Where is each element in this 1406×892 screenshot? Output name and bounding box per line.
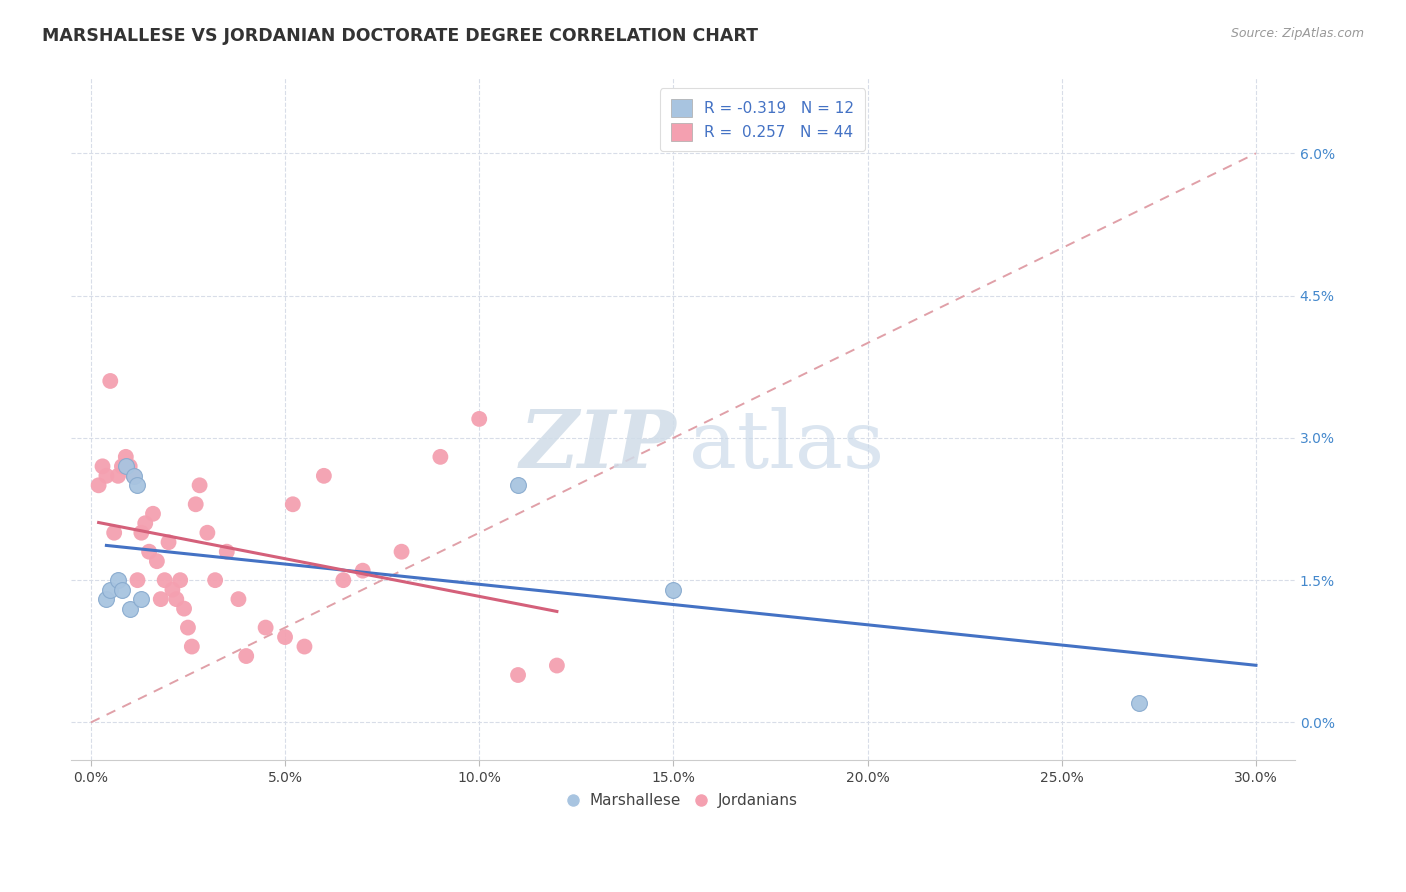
Text: atlas: atlas [689,408,884,485]
Point [332,573,354,587]
Point [352,564,374,578]
Point [146,554,169,568]
Point [391,545,413,559]
Point [111,582,134,597]
Point [546,658,568,673]
Legend: Marshallese, Jordanians: Marshallese, Jordanians [562,787,804,814]
Point [98,582,121,597]
Point [235,648,257,663]
Point [184,497,207,511]
Point [153,573,176,587]
Point [118,601,141,615]
Point [662,582,685,597]
Point [142,507,165,521]
Point [96,468,118,483]
Point [127,573,149,587]
Point [134,516,156,531]
Point [162,582,184,597]
Point [91,459,114,474]
Point [180,640,202,654]
Point [173,601,195,615]
Point [149,592,172,607]
Point [254,621,277,635]
Point [215,545,238,559]
Point [274,630,297,644]
Point [131,525,153,540]
Point [127,478,149,492]
Point [98,374,121,388]
Point [107,573,129,587]
Point [506,478,529,492]
Point [111,459,134,474]
Text: MARSHALLESE VS JORDANIAN DOCTORATE DEGREE CORRELATION CHART: MARSHALLESE VS JORDANIAN DOCTORATE DEGRE… [42,27,758,45]
Point [87,478,110,492]
Point [122,468,145,483]
Point [468,412,491,426]
Point [204,573,226,587]
Point [118,459,141,474]
Point [157,535,180,549]
Text: ZIP: ZIP [520,408,678,485]
Point [138,545,160,559]
Point [429,450,451,464]
Point [1128,697,1150,711]
Point [114,459,136,474]
Point [188,478,211,492]
Point [107,468,129,483]
Point [506,668,529,682]
Point [177,621,200,635]
Text: Source: ZipAtlas.com: Source: ZipAtlas.com [1230,27,1364,40]
Point [165,592,187,607]
Point [294,640,316,654]
Point [312,468,335,483]
Point [114,450,136,464]
Point [169,573,191,587]
Point [96,592,118,607]
Point [122,468,145,483]
Point [195,525,218,540]
Point [281,497,304,511]
Point [228,592,250,607]
Point [103,525,125,540]
Point [131,592,153,607]
